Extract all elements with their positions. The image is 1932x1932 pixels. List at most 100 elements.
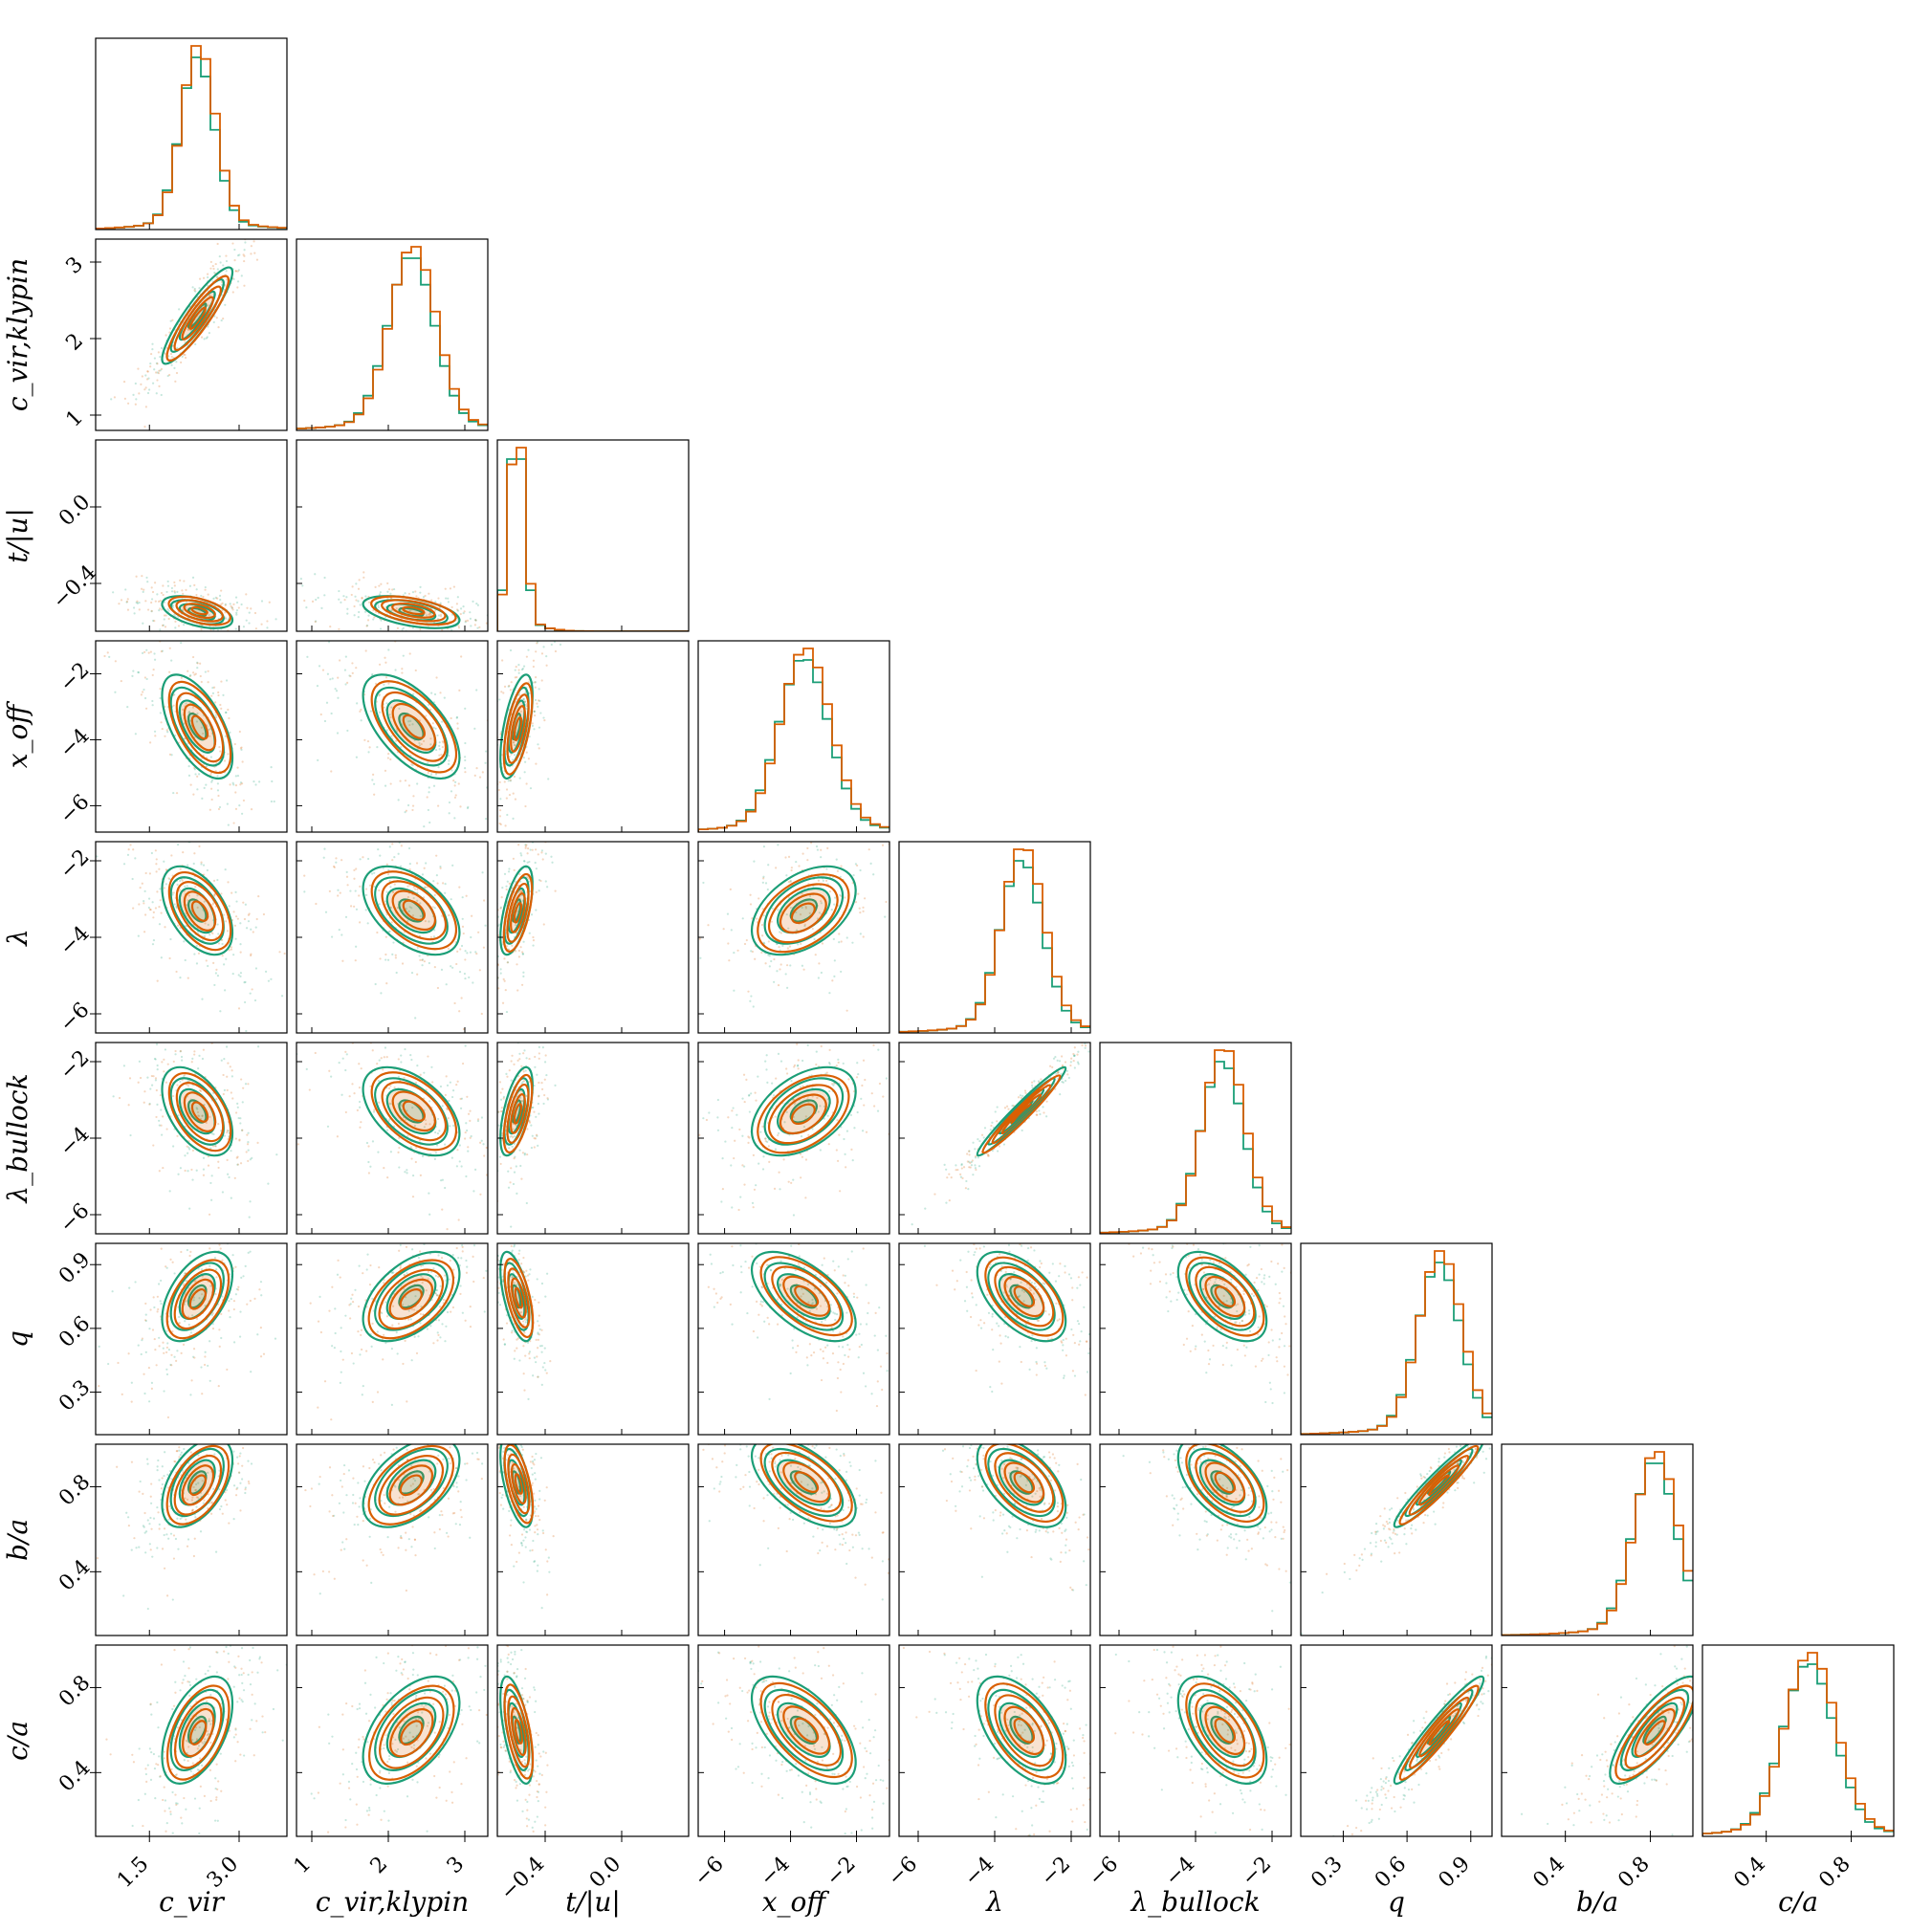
scatter-point (328, 889, 331, 892)
scatter-point (387, 658, 389, 660)
scatter-point (189, 1331, 193, 1334)
scatter-point (200, 336, 204, 339)
scatter-point (359, 858, 362, 861)
scatter-point (227, 1209, 229, 1211)
scatter-point (494, 1139, 495, 1141)
scatter-point (511, 1207, 513, 1209)
scatter-point (511, 944, 514, 947)
scatter-point (209, 1379, 211, 1382)
scatter-point (239, 922, 242, 925)
scatter-point (446, 1219, 448, 1221)
scatter-point (184, 1169, 187, 1173)
scatter-point (218, 594, 222, 597)
scatter-point (757, 897, 760, 900)
scatter-point (146, 581, 149, 583)
scatter-point (186, 1248, 189, 1252)
scatter-point (170, 590, 174, 593)
scatter-point (840, 865, 843, 867)
scatter-point (1038, 1109, 1041, 1112)
panel-cvir_klypin-vs-cvir (95, 238, 288, 431)
scatter-point (232, 277, 235, 280)
scatter-point (193, 768, 196, 771)
scatter-point (172, 704, 175, 707)
scatter-point (254, 967, 258, 970)
scatter-point (752, 1206, 755, 1209)
scatter-point (368, 746, 371, 749)
scatter-point (523, 771, 526, 774)
scatter-point (427, 808, 429, 812)
scatter-point (160, 1302, 163, 1306)
scatter-point (114, 660, 117, 663)
scatter-point (1062, 1081, 1065, 1084)
scatter-point (258, 637, 260, 639)
scatter-point (183, 353, 186, 356)
scatter-point (367, 614, 370, 617)
scatter-point (881, 844, 885, 846)
scatter-point (351, 662, 354, 665)
scatter-point (146, 608, 150, 611)
scatter-point (411, 1196, 415, 1198)
contour-orange (513, 902, 523, 924)
scatter-point (482, 953, 484, 955)
contour-green (362, 673, 461, 780)
scatter-point (1021, 1094, 1024, 1097)
scatter-point (518, 1052, 521, 1055)
scatter-point (453, 1001, 456, 1005)
scatter-point (466, 1265, 469, 1268)
scatter-point (247, 920, 251, 923)
scatter-point (455, 603, 458, 605)
scatter-point (394, 669, 397, 671)
scatter-point (782, 1158, 785, 1161)
scatter-point (464, 620, 468, 623)
scatter-point (143, 688, 145, 692)
scatter-point (165, 868, 168, 871)
scatter-point (151, 673, 154, 677)
scatter-point (355, 867, 358, 870)
scatter-point (246, 1303, 249, 1306)
scatter-point (397, 1322, 400, 1326)
scatter-point (489, 914, 491, 916)
scatter-point (224, 617, 228, 620)
scatter-point (969, 1161, 972, 1164)
scatter-point (501, 791, 503, 793)
scatter-point (473, 774, 476, 777)
scatter-point (215, 715, 218, 719)
scatter-point (515, 1124, 517, 1127)
scatter-point (954, 1039, 955, 1041)
scatter-point (490, 638, 492, 640)
scatter-point (531, 635, 533, 637)
panel-lambda_bullock-vs-lambda (898, 1042, 1091, 1235)
scatter-point (994, 1110, 997, 1113)
scatter-point (726, 912, 730, 915)
scatter-point (161, 624, 165, 627)
scatter-point (223, 1088, 226, 1091)
scatter-point (892, 1110, 894, 1112)
scatter-point (184, 958, 187, 962)
scatter-point (355, 667, 358, 670)
scatter-point (1067, 1076, 1070, 1080)
scatter-point (438, 744, 441, 747)
scatter-point (198, 845, 201, 847)
scatter-point (191, 576, 195, 580)
scatter-point (192, 1355, 195, 1358)
scatter-point (384, 661, 387, 664)
scatter-point (187, 1170, 189, 1173)
scatter-point (527, 877, 530, 880)
scatter-point (165, 1128, 168, 1131)
scatter-point (518, 1096, 522, 1099)
scatter-point (422, 596, 426, 599)
scatter-point (484, 750, 488, 753)
scatter-point (234, 791, 237, 794)
scatter-point (134, 733, 137, 735)
scatter-point (216, 975, 220, 977)
scatter-point (335, 861, 338, 864)
scatter-point (430, 1238, 432, 1240)
scatter-point (376, 931, 379, 934)
scatter-point (512, 792, 515, 795)
scatter-point (226, 1158, 229, 1161)
scatter-point (554, 1084, 557, 1087)
scatter-point (259, 1281, 263, 1284)
scatter-point (775, 867, 778, 869)
scatter-point (526, 852, 529, 855)
scatter-point (306, 655, 309, 658)
